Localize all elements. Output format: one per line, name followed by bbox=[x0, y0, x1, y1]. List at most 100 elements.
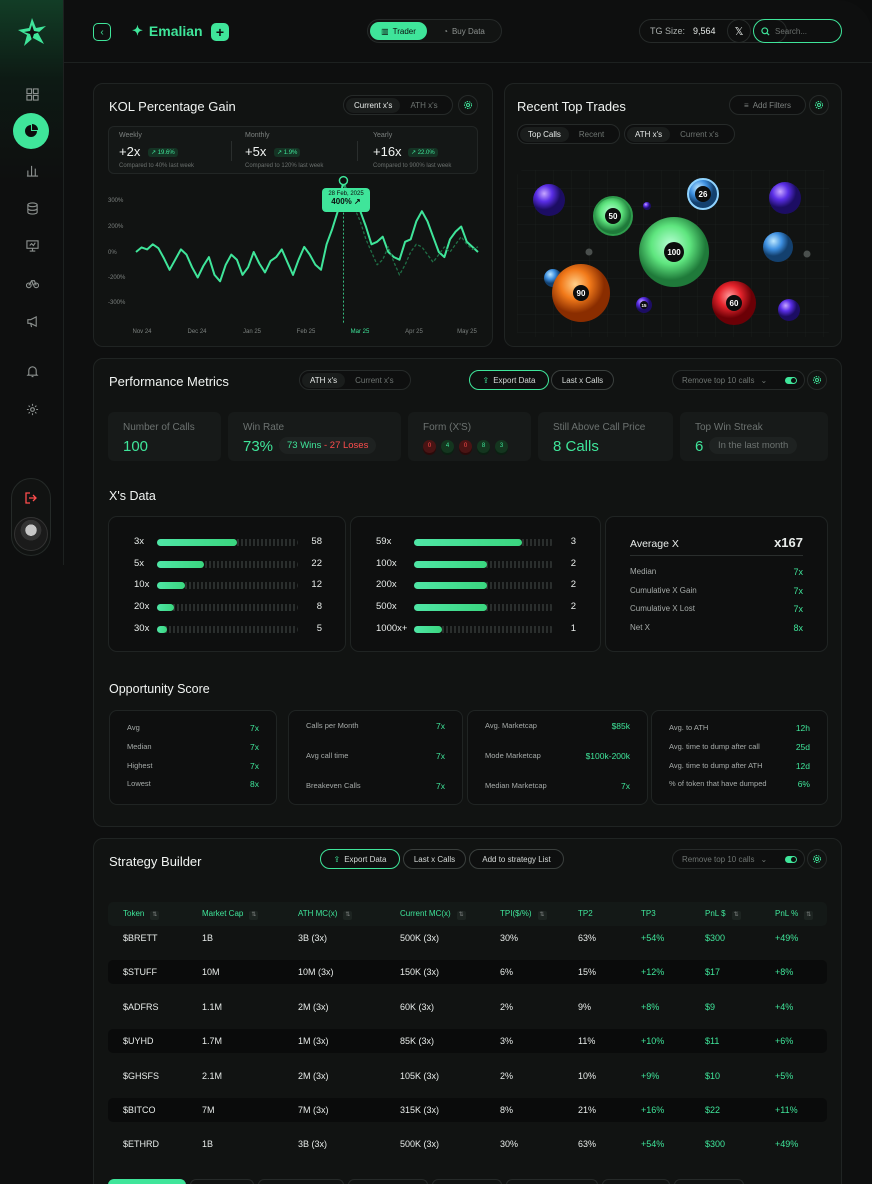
x-social-button[interactable]: 𝕏 bbox=[727, 19, 751, 43]
dashboard-grid-icon[interactable] bbox=[24, 86, 40, 102]
bottom-tab[interactable] bbox=[190, 1179, 254, 1184]
search-placeholder: Search... bbox=[775, 26, 808, 36]
xs-progress-fill bbox=[414, 560, 487, 568]
xs-row-count: 2 bbox=[570, 579, 576, 591]
recent-trades-panel: Recent Top Trades ≡ Add Filters Top Calls… bbox=[504, 83, 842, 347]
sort-icon[interactable]: ⇅ bbox=[804, 911, 814, 920]
table-cell: $17 bbox=[705, 967, 721, 978]
table-row[interactable]: $ADFRS 1.1M 2M (3x) 60K (3x) 2% 9% +8% $9 +4% bbox=[108, 995, 827, 1019]
last-x-calls-button[interactable]: Last x Calls bbox=[403, 849, 466, 869]
xs-progress-fill bbox=[414, 582, 487, 590]
strategy-settings-button[interactable] bbox=[807, 849, 827, 869]
bottom-tab[interactable] bbox=[348, 1179, 428, 1184]
xs-row: 20x 8 bbox=[109, 601, 345, 613]
export-data-button[interactable]: ⇪ Export Data bbox=[320, 849, 400, 869]
app-logo[interactable] bbox=[16, 16, 48, 48]
avg-row-value: 7x bbox=[793, 567, 803, 577]
table-row[interactable]: $ETHRD 1B 3B (3x) 500K (3x) 30% 63% +54% $300 +4… bbox=[108, 1132, 827, 1156]
kol-settings-button[interactable] bbox=[458, 95, 478, 115]
avg-row-value: 7x bbox=[793, 604, 803, 614]
opportunity-box-3: Avg. Marketcap $85k Mode Marketcap $100k-20… bbox=[467, 710, 648, 805]
sort-icon[interactable]: ⇅ bbox=[731, 911, 741, 920]
pie-chart-nav-active[interactable] bbox=[13, 113, 49, 149]
bubble[interactable] bbox=[763, 232, 793, 262]
column-header[interactable]: ATH MC(x) ⇅ bbox=[298, 909, 353, 920]
toggle-switch[interactable] bbox=[785, 856, 797, 863]
column-header[interactable]: PnL $ ⇅ bbox=[705, 909, 741, 920]
opportunity-row: Avg call time 7x bbox=[306, 751, 445, 763]
highlight-point[interactable] bbox=[338, 175, 349, 186]
opportunity-row: Avg. time to dump after call 25d bbox=[669, 742, 810, 754]
bar-chart-icon[interactable] bbox=[24, 162, 40, 178]
tab-current-xs[interactable]: Current x's bbox=[355, 375, 394, 385]
megaphone-icon[interactable] bbox=[24, 313, 40, 329]
sort-icon[interactable]: ⇅ bbox=[456, 911, 466, 920]
bubble[interactable] bbox=[769, 182, 801, 214]
table-cell: 2% bbox=[500, 1001, 514, 1012]
add-to-strategy-button[interactable]: Add to strategy List bbox=[469, 849, 564, 869]
table-row[interactable]: $BRETT 1B 3B (3x) 500K (3x) 30% 63% +54% $300 +4… bbox=[108, 926, 827, 950]
monitor-chart-icon[interactable] bbox=[24, 237, 40, 253]
settings-gear-icon[interactable] bbox=[24, 401, 40, 417]
opportunity-box-4: Avg. to ATH 12h Avg. time to dump after ca… bbox=[651, 710, 828, 805]
column-header[interactable]: TP2 bbox=[578, 909, 593, 918]
tab-ath-xs[interactable]: ATH x's bbox=[627, 126, 671, 142]
bottom-tab[interactable] bbox=[506, 1179, 598, 1184]
sort-icon[interactable]: ⇅ bbox=[249, 911, 259, 920]
column-header[interactable]: Market Cap ⇅ bbox=[202, 909, 259, 920]
bubble[interactable] bbox=[643, 202, 651, 210]
database-icon[interactable] bbox=[24, 200, 40, 216]
add-button[interactable]: + bbox=[211, 23, 229, 41]
column-header[interactable]: TPI($/%) ⇅ bbox=[500, 909, 547, 920]
tab-buy-data[interactable]: ◔ Buy Data bbox=[430, 22, 498, 40]
search-input[interactable]: Search... bbox=[753, 19, 842, 43]
back-button[interactable]: ‹ bbox=[93, 23, 111, 41]
bottom-tab-active[interactable] bbox=[108, 1179, 186, 1184]
avg-row-label: Median bbox=[630, 567, 657, 576]
tab-ath-xs[interactable]: ATH x's bbox=[302, 372, 346, 388]
bottom-tab[interactable] bbox=[674, 1179, 744, 1184]
brand: ✦ Emalian bbox=[132, 23, 203, 39]
bell-icon[interactable] bbox=[24, 363, 40, 379]
remove-top-calls-toggle[interactable]: Remove top 10 calls ⌄ bbox=[672, 370, 805, 390]
export-data-button[interactable]: ⇪ Export Data bbox=[469, 370, 549, 390]
toggle-switch[interactable] bbox=[785, 377, 797, 384]
remove-top-calls-toggle[interactable]: Remove top 10 calls ⌄ bbox=[672, 849, 805, 869]
table-cell: 105K (3x) bbox=[400, 1070, 440, 1081]
tab-current-xs[interactable]: Current x's bbox=[346, 97, 401, 113]
column-header[interactable]: Token ⇅ bbox=[123, 909, 160, 920]
y-tick-label: 0% bbox=[108, 250, 117, 256]
bubble-value-label: 90 bbox=[577, 289, 586, 298]
recent-settings-button[interactable] bbox=[809, 95, 829, 115]
tab-ath-xs[interactable]: ATH x's bbox=[410, 100, 438, 110]
table-row[interactable]: $STUFF 10M 10M (3x) 150K (3x) 6% 15% +12% $17 +8… bbox=[108, 960, 827, 985]
bicycle-icon[interactable] bbox=[24, 275, 40, 291]
tab-recent[interactable]: Recent bbox=[578, 129, 605, 139]
table-row[interactable]: $UYHD 1.7M 1M (3x) 85K (3x) 3% 11% +10% $11 +6% bbox=[108, 1029, 827, 1054]
bubble[interactable] bbox=[778, 299, 800, 321]
tab-current-xs[interactable]: Current x's bbox=[680, 129, 719, 139]
add-filters-button[interactable]: ≡ Add Filters bbox=[729, 95, 806, 115]
column-header[interactable]: PnL % ⇅ bbox=[775, 909, 814, 920]
sort-icon[interactable]: ⇅ bbox=[343, 911, 353, 920]
bottom-tab[interactable] bbox=[432, 1179, 502, 1184]
column-header[interactable]: TP3 bbox=[641, 909, 656, 918]
performance-settings-button[interactable] bbox=[807, 370, 827, 390]
tab-trader[interactable]: ▥ Trader bbox=[370, 22, 427, 40]
sort-icon[interactable]: ⇅ bbox=[537, 911, 547, 920]
bottom-tab[interactable] bbox=[258, 1179, 344, 1184]
last-x-calls-button[interactable]: Last x Calls bbox=[551, 370, 614, 390]
table-row[interactable]: $GHSFS 2.1M 2M (3x) 105K (3x) 2% 10% +9% $10 +5% bbox=[108, 1064, 827, 1088]
tab-top-calls[interactable]: Top Calls bbox=[520, 126, 569, 142]
sort-icon[interactable]: ⇅ bbox=[150, 911, 160, 920]
table-row[interactable]: $BITCO 7M 7M (3x) 315K (3x) 8% 21% +16% $22 +11% bbox=[108, 1098, 827, 1122]
avatar[interactable] bbox=[14, 517, 48, 551]
column-header[interactable]: Current MC(x) ⇅ bbox=[400, 909, 466, 920]
table-cell: 85K (3x) bbox=[400, 1036, 435, 1047]
table-cell: 10M (3x) bbox=[298, 967, 334, 978]
logout-icon[interactable] bbox=[24, 491, 38, 505]
bubble[interactable] bbox=[533, 184, 565, 216]
bottom-tab[interactable] bbox=[602, 1179, 670, 1184]
table-cell: 2.1M bbox=[202, 1070, 223, 1081]
